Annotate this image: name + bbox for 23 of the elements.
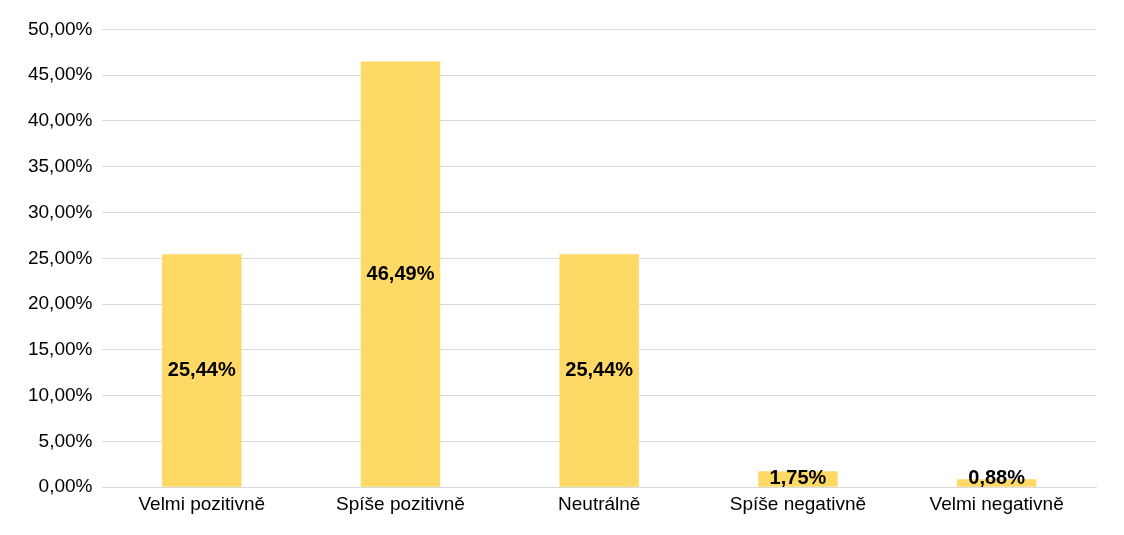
bar [559,254,639,487]
data-label: 25,44% [167,358,236,380]
data-label: 46,49% [366,261,435,284]
x-tick-label: Spíše pozitivně [336,492,465,514]
x-tick-label: Neutrálně [558,492,641,514]
y-tick-label: 15,00% [27,338,93,360]
x-tick-label: Velmi negativně [929,492,1064,514]
y-tick-label: 35,00% [27,154,93,176]
bar [360,61,441,487]
x-tick-label: Velmi pozitivně [138,492,266,514]
data-label: 25,44% [565,358,634,380]
y-tick-label: 10,00% [27,383,93,405]
y-tick-label: 0,00% [38,475,93,497]
y-tick-label: 45,00% [27,63,93,85]
y-tick-label: 40,00% [27,109,93,131]
y-tick-label: 30,00% [27,200,93,222]
y-tick-label: 5,00% [38,429,93,451]
y-tick-label: 50,00% [27,17,93,39]
x-tick-label: Spíše negativně [729,492,867,514]
y-tick-label: 25,00% [27,246,93,268]
data-label: 1,75% [769,466,827,489]
y-tick-label: 20,00% [27,292,93,314]
bar [162,254,242,487]
